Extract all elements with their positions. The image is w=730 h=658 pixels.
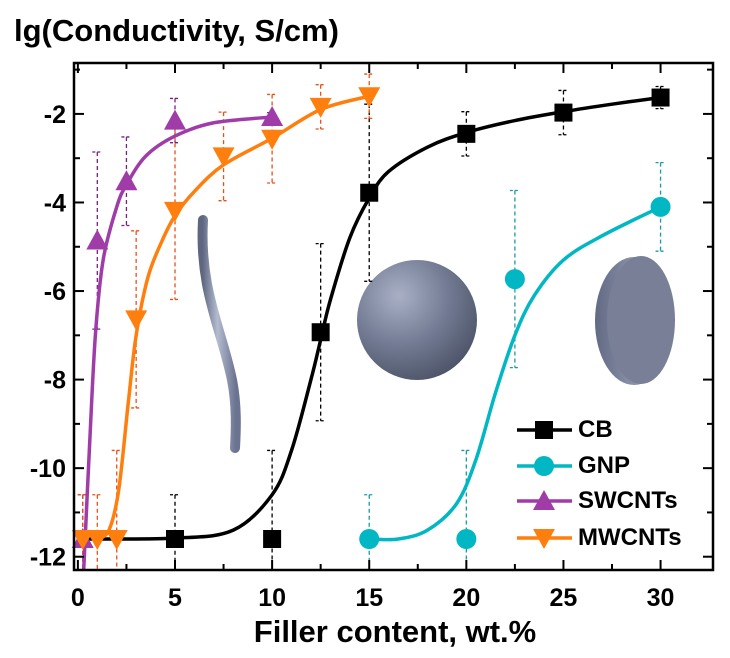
data-point-mwcnts: [358, 87, 381, 108]
x-tick-label: 25: [550, 584, 578, 612]
sphere-illustration: [357, 260, 477, 380]
data-point-mwcnts: [261, 129, 284, 150]
x-tick-label: 15: [355, 584, 383, 612]
legend-label-mwcnts: MWCNTs: [578, 524, 682, 551]
data-point-mwcnts: [105, 530, 128, 551]
y-tick-label: -12: [30, 544, 66, 572]
legend-label-swcnts: SWCNTs: [578, 487, 678, 514]
y-tick-label: -2: [44, 101, 66, 129]
data-point-swcnts: [261, 106, 284, 127]
legend-marker-gnp: [534, 456, 554, 476]
y-tick-label: -6: [44, 278, 66, 306]
y-axis-title: lg(Conductivity, S/cm): [14, 13, 339, 48]
x-tick-label: 20: [452, 584, 480, 612]
data-point-swcnts: [163, 109, 186, 130]
data-point-mwcnts: [86, 530, 109, 551]
x-tick-label: 0: [71, 584, 85, 612]
data-point-mwcnts: [125, 310, 148, 331]
x-axis-title: Filler content, wt.%: [254, 614, 536, 649]
x-tick-label: 5: [168, 584, 182, 612]
fit-curve-cb: [77, 95, 661, 541]
data-point-cb: [263, 530, 282, 549]
data-point-cb: [554, 103, 573, 122]
fit-curve-swcnts: [81, 115, 273, 571]
data-point-gnp: [359, 529, 380, 550]
disc-illustration: [595, 256, 675, 385]
plot-frame: [72, 61, 715, 572]
x-tick-label: 30: [647, 584, 675, 612]
data-point-gnp: [504, 269, 525, 290]
data-point-swcnts: [86, 229, 109, 250]
data-point-gnp: [456, 529, 477, 550]
nanotube-illustration: [197, 215, 241, 453]
legend-marker-mwcnts: [533, 529, 555, 549]
data-point-mwcnts: [212, 147, 235, 168]
legend: CB GNP SWCNTs MWCNTs: [517, 416, 682, 551]
y-tick-label: -4: [44, 189, 66, 217]
y-tick-label: -8: [44, 367, 66, 395]
fit-curve-gnp: [369, 205, 662, 542]
legend-label-gnp: GNP: [578, 452, 630, 479]
x-tick-label: 10: [258, 584, 286, 612]
data-point-swcnts: [115, 170, 138, 191]
data-point-cb: [651, 88, 670, 107]
legend-marker-swcnts: [533, 490, 555, 510]
data-point-cb: [457, 124, 476, 143]
data-point-gnp: [650, 196, 671, 217]
data-point-cb: [360, 183, 379, 202]
data-point-mwcnts: [71, 530, 94, 551]
data-point-cb: [311, 323, 330, 342]
legend-label-cb: CB: [578, 416, 613, 443]
legend-marker-cb: [535, 421, 553, 439]
data-point-cb: [165, 530, 184, 549]
y-tick-label: -10: [30, 455, 66, 483]
data-point-mwcnts: [309, 97, 332, 118]
data-point-mwcnts: [163, 201, 186, 222]
